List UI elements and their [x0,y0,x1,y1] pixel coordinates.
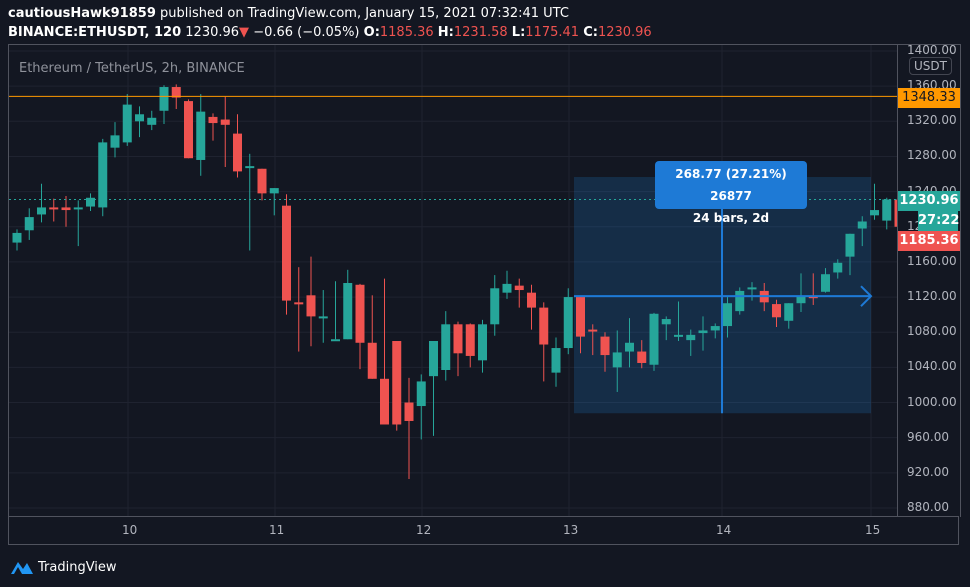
price-tick-label: 1040.00 [907,359,957,374]
price-scale[interactable]: 1400.001360.001320.001280.001240.001200.… [897,43,961,517]
time-tick-label: 15 [865,523,881,537]
price-tick-label: 1400.00 [907,43,957,57]
high-label: H: [437,25,454,40]
publish-info: cautiousHawk91859 published on TradingVi… [8,6,569,21]
measure-tooltip: 268.77 (27.21%) 26877 24 bars, 2d [655,161,807,225]
price-tick-label: 880.00 [907,499,949,514]
tradingview-logo[interactable]: TradingView [10,558,117,576]
time-tick-label: 10 [122,523,138,537]
close-value: 1230.96 [597,25,652,40]
price-tick-label: 1280.00 [907,148,957,163]
close-label: C: [583,25,598,40]
price-tick-label: 1120.00 [907,289,957,304]
high-value: 1231.58 [453,25,508,40]
open-label: O: [363,25,380,40]
tradingview-logo-icon [11,562,33,574]
time-tick-label: 14 [716,523,732,537]
low-label: L: [511,25,526,40]
price-tick-label: 1080.00 [907,324,957,339]
last-price-tag: 1230.96 [898,191,960,211]
chart-legend: Ethereum / TetherUS, 2h, BINANCE [19,61,245,76]
measure-line2: 24 bars, 2d [692,211,770,225]
brand-name: TradingView [38,559,117,575]
price-tick-label: 920.00 [907,464,949,479]
author-name: cautiousHawk91859 [8,6,156,21]
price-tick-label: 960.00 [907,429,949,444]
price-tick-label: 1000.00 [907,394,957,409]
down-triangle-icon: ▼ [239,25,250,40]
hline-price-tag: 1348.33 [898,88,960,108]
candlestick-plot[interactable] [9,45,897,517]
open-price-tag: 1185.36 [898,231,960,251]
publish-text: published on TradingView.com, January 15… [155,6,569,21]
low-value: 1175.41 [525,25,580,40]
countdown-tag: 27:22 [918,211,959,231]
time-tick-label: 13 [563,523,579,537]
chart-pane[interactable]: Ethereum / TetherUS, 2h, BINANCE 268.77 … [8,44,897,517]
time-scale[interactable]: 10 11 12 13 14 15 [8,516,959,545]
last-price: 1230.96 [185,25,240,40]
currency-label[interactable]: USDT [909,57,952,75]
symbol-name: BINANCE:ETHUSDT, 120 [8,25,182,40]
price-change: −0.66 (−0.05%) [253,25,360,40]
symbol-bar: BINANCE:ETHUSDT, 120 1230.96▼ −0.66 (−0.… [8,25,652,40]
time-tick-label: 11 [269,523,285,537]
price-tick-label: 1320.00 [907,113,957,128]
open-value: 1185.36 [379,25,434,40]
measure-line1: 268.77 (27.21%) 26877 [675,167,787,203]
price-tick-label: 1160.00 [907,253,957,268]
time-tick-label: 12 [416,523,432,537]
